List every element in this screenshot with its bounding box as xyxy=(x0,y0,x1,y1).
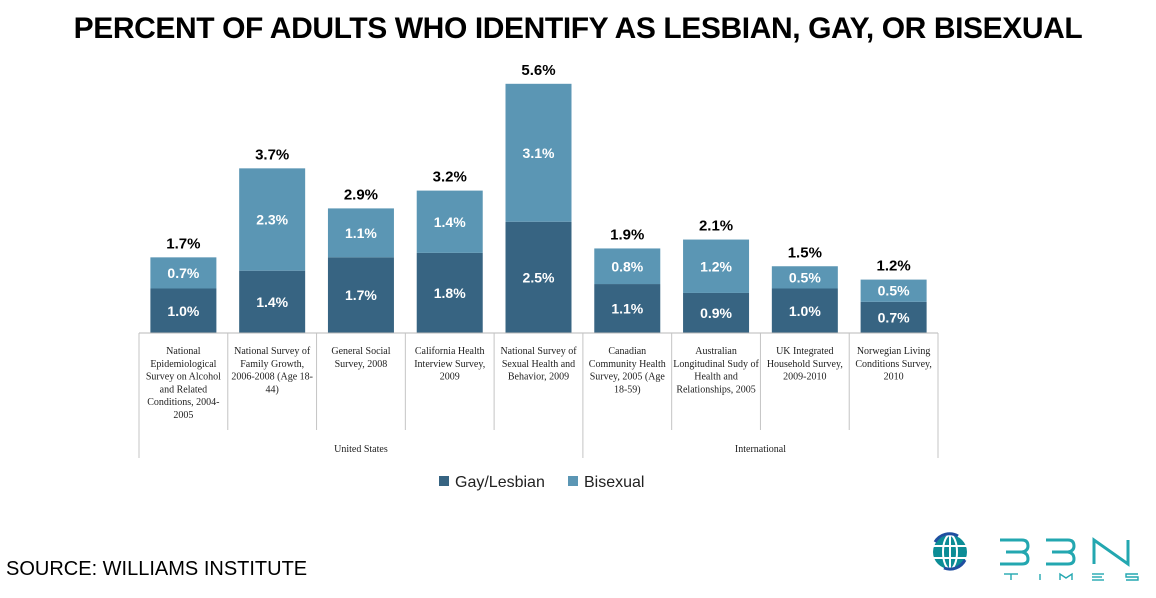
group-label-1: United States xyxy=(334,444,388,455)
data-label-gay-lesbian-8: 1.0% xyxy=(789,303,821,319)
data-label-gay-lesbian-6: 1.1% xyxy=(611,301,643,317)
category-label-4: California Health Interview Survey, 2009 xyxy=(414,346,485,383)
total-label-1: 1.7% xyxy=(166,235,200,252)
category-label-8: UK Integrated Household Survey, 2009-2010 xyxy=(767,346,843,383)
bar-bisexual-5 xyxy=(505,83,572,222)
bar-bisexual-6 xyxy=(594,248,661,285)
total-label-8: 1.5% xyxy=(788,244,822,261)
bar-bisexual-4 xyxy=(416,190,483,253)
bar-gay-lesbian-4 xyxy=(416,252,483,333)
category-label-3: General Social Survey, 2008 xyxy=(331,346,390,370)
bar-bisexual-3 xyxy=(327,208,394,258)
category-label-5: National Survey of Sexual Health and Behav… xyxy=(500,346,577,383)
data-label-bisexual-5: 3.1% xyxy=(523,145,555,161)
bars-layer: 1.0% 0.7% 1.7% 1.4% 2.3% 3.7% 1.7% 1.1% 2.9% 1.8%… xyxy=(150,62,927,333)
bar-gay-lesbian-1 xyxy=(150,288,217,333)
data-label-bisexual-8: 0.5% xyxy=(789,269,821,285)
data-label-bisexual-6: 0.8% xyxy=(611,258,643,274)
total-label-4: 3.2% xyxy=(433,169,467,186)
data-label-bisexual-7: 1.2% xyxy=(700,258,732,274)
bar-bisexual-1 xyxy=(150,257,217,289)
brand-wordmark xyxy=(1000,537,1130,567)
category-axis: National Epidemiological Survey on Alcohol… xyxy=(138,332,939,458)
data-label-bisexual-1: 0.7% xyxy=(167,265,199,281)
chart-title: PERCENT OF ADULTS WHO IDENTIFY AS LESBIA… xyxy=(73,12,1083,45)
bar-bisexual-7 xyxy=(683,239,750,293)
legend: Gay/Lesbian Bisexual xyxy=(439,474,644,491)
bar-gay-lesbian-6 xyxy=(594,284,661,333)
legend-label-bisexual: Bisexual xyxy=(584,474,644,491)
brand-subtext xyxy=(1004,572,1139,581)
bar-gay-lesbian-5 xyxy=(505,221,572,333)
legend-swatch-bisexual xyxy=(568,476,578,486)
total-label-6: 1.9% xyxy=(610,226,644,243)
legend-swatch-gay-lesbian xyxy=(439,476,449,486)
bar-gay-lesbian-3 xyxy=(327,257,394,333)
category-label-1: National Epidemiological Survey on Alcohol… xyxy=(146,346,221,421)
data-label-gay-lesbian-9: 0.7% xyxy=(878,309,910,325)
bar-bisexual-9 xyxy=(860,279,927,302)
total-label-7: 2.1% xyxy=(699,218,733,235)
legend-label-gay-lesbian: Gay/Lesbian xyxy=(455,474,545,491)
bar-gay-lesbian-9 xyxy=(860,301,927,333)
data-label-gay-lesbian-1: 1.0% xyxy=(167,303,199,319)
category-label-9: Norwegian Living Conditions Survey, 2010 xyxy=(855,346,932,383)
data-label-bisexual-2: 2.3% xyxy=(256,212,288,228)
data-label-bisexual-3: 1.1% xyxy=(345,225,377,241)
data-label-gay-lesbian-7: 0.9% xyxy=(700,305,732,321)
globe-icon xyxy=(933,532,967,571)
bar-gay-lesbian-8 xyxy=(771,288,838,333)
data-label-gay-lesbian-2: 1.4% xyxy=(256,294,288,310)
data-label-gay-lesbian-4: 1.8% xyxy=(434,285,466,301)
bar-bisexual-2 xyxy=(239,168,306,271)
data-label-bisexual-4: 1.4% xyxy=(434,214,466,230)
data-label-gay-lesbian-3: 1.7% xyxy=(345,287,377,303)
bar-gay-lesbian-2 xyxy=(239,270,306,333)
category-label-7: Australian Longitudinal Sudy of Health and… xyxy=(673,346,759,395)
category-label-2: National Survey of Family Growth, 2006-200… xyxy=(231,346,313,395)
total-label-3: 2.9% xyxy=(344,186,378,203)
data-label-bisexual-9: 0.5% xyxy=(878,283,910,299)
brand-logo xyxy=(933,532,1139,581)
source-note: SOURCE: WILLIAMS INSTITUTE xyxy=(6,558,308,580)
total-label-5: 5.6% xyxy=(521,62,555,79)
total-label-9: 1.2% xyxy=(877,258,911,275)
data-label-gay-lesbian-5: 2.5% xyxy=(523,269,555,285)
category-label-6: Canadian Community Health Survey, 2005 (Ag… xyxy=(589,346,666,395)
total-label-2: 3.7% xyxy=(255,146,289,163)
bar-bisexual-8 xyxy=(771,266,838,289)
group-label-2: International xyxy=(735,444,786,455)
bar-gay-lesbian-7 xyxy=(683,292,750,333)
